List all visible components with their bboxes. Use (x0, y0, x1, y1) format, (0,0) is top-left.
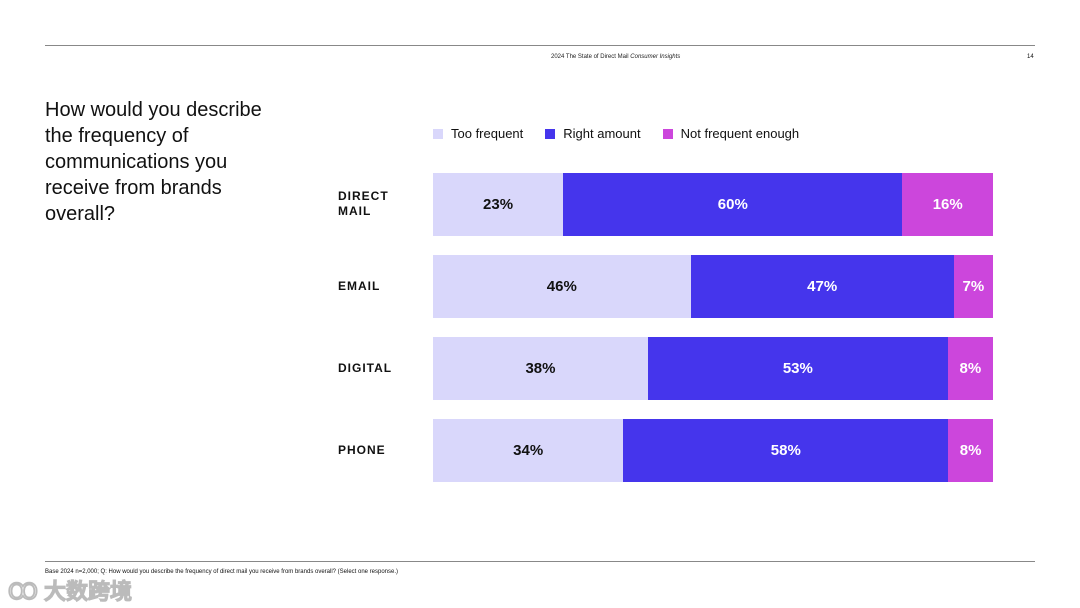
legend-swatch (433, 128, 443, 139)
category-label: PHONE (338, 443, 386, 457)
question-title: How would you describe the frequency of … (45, 99, 262, 225)
data-label: 58% (770, 442, 801, 459)
bar-segment: 23% (433, 173, 564, 236)
bar-row: 46% 47% 7% (433, 255, 993, 318)
legend-swatch (662, 128, 673, 139)
bar-segment: 46% (433, 255, 691, 318)
legend-item: Right amount (545, 126, 641, 141)
data-label: 34% (513, 442, 544, 459)
data-label: 7% (962, 278, 985, 295)
data-label: 16% (932, 196, 963, 213)
footnote: Base 2024 n=2,000; Q: How would you desc… (45, 569, 399, 575)
bar-segment: 8% (948, 419, 993, 482)
bar-segment: 53% (647, 337, 948, 400)
data-label: 38% (525, 360, 556, 377)
bar-row: 38% 53% 8% (433, 337, 993, 400)
bar-segment: 38% (433, 337, 648, 400)
bar-segment: 47% (690, 255, 954, 318)
legend-swatch (545, 128, 556, 139)
data-label: 60% (717, 196, 748, 213)
category-label: DIGITAL (338, 361, 393, 375)
legend-item: Not frequent enough (662, 126, 800, 141)
bottom-rule (45, 561, 1035, 562)
data-label: 46% (546, 278, 577, 295)
data-label: 47% (807, 278, 838, 295)
data-label: 23% (483, 196, 514, 213)
bar-segment: 7% (953, 255, 993, 318)
category-label: EMAIL (338, 279, 381, 293)
legend: Too frequent Right amount Not frequent eno… (433, 126, 799, 141)
bar-segment: 34% (433, 419, 624, 482)
report-header: 2024 The State of Direct Mail Consumer I… (551, 54, 681, 60)
bar-segment: 16% (902, 173, 993, 236)
bar-segment: 8% (947, 337, 993, 400)
legend-item: Too frequent (433, 126, 523, 141)
bar-row: 34% 58% 8% (433, 419, 993, 482)
legend-label: Too frequent (451, 126, 524, 141)
bar-segment: 60% (563, 173, 903, 236)
category-label: DIRECT MAIL (338, 189, 389, 218)
data-label: 53% (782, 360, 813, 377)
data-label: 8% (959, 360, 982, 377)
data-label: 8% (959, 442, 982, 459)
watermark-logo: Ꝏ 大数跨境 (8, 579, 133, 605)
top-rule (45, 45, 1035, 46)
bar-segment: 58% (623, 419, 949, 482)
bar-row: 23% 60% 16% (433, 173, 993, 236)
legend-label: Right amount (563, 126, 641, 141)
page-number: 14 (1027, 54, 1034, 60)
legend-label: Not frequent enough (680, 126, 800, 141)
